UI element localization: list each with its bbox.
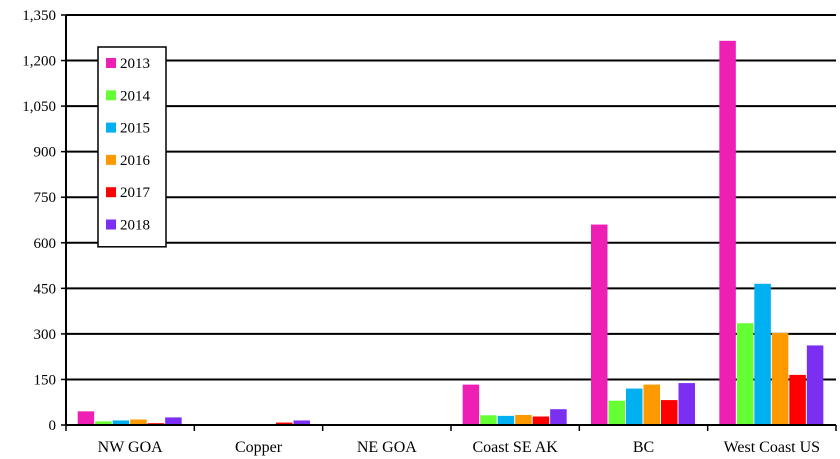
legend-swatch: [106, 90, 116, 101]
legend-label: 2014: [120, 88, 151, 104]
y-tick-label: 750: [34, 190, 57, 206]
bar: [130, 419, 147, 425]
bar: [276, 422, 293, 425]
bar: [112, 420, 130, 425]
x-category-label: BC: [633, 439, 654, 456]
bar: [550, 409, 567, 425]
legend-swatch: [106, 219, 116, 230]
x-category-label: NE GOA: [357, 439, 417, 456]
x-category-label: West Coast US: [724, 439, 821, 456]
legend-box: [97, 46, 167, 248]
y-tick-label: 1,200: [22, 54, 56, 70]
bar: [95, 421, 112, 425]
legend-label: 2016: [120, 153, 151, 169]
y-tick-label: 300: [34, 327, 57, 343]
legend-swatch: [106, 187, 116, 198]
x-category-label: Coast SE AK: [472, 439, 558, 456]
bar: [480, 415, 497, 425]
bar: [643, 384, 660, 425]
legend-label: 2017: [120, 185, 151, 201]
bars: [77, 40, 824, 425]
legend-label: 2015: [120, 121, 150, 137]
bar: [608, 400, 625, 425]
y-tick-label: 0: [49, 418, 57, 434]
x-category-label: Copper: [235, 439, 283, 456]
bar: [719, 40, 736, 425]
bar: [462, 384, 480, 425]
bar: [806, 345, 824, 425]
x-category-label: NW GOA: [98, 439, 163, 456]
y-tick-label: 900: [34, 145, 57, 161]
y-tick-label: 1,350: [22, 8, 56, 24]
legend-label: 2013: [120, 56, 150, 72]
bar: [789, 374, 806, 425]
y-tick-label: 450: [34, 281, 57, 297]
bar: [591, 224, 608, 425]
bar: [77, 411, 95, 425]
bar: [515, 414, 532, 425]
axes: [61, 14, 837, 431]
legend: 2013 2014 2015 2016 2017 2018: [97, 46, 167, 248]
legend-swatch: [106, 58, 116, 68]
bar: [661, 400, 678, 425]
legend-swatch: [106, 122, 116, 133]
y-tick-label: 600: [34, 236, 57, 252]
y-tick-labels: 0 150 300 450 600 750 900 1,050 1,200 1,350: [22, 8, 56, 434]
bar: [293, 420, 310, 425]
bar: [754, 283, 771, 425]
y-tick-label: 1,050: [22, 99, 56, 115]
y-tick-label: 150: [34, 372, 57, 388]
gridlines: [66, 14, 836, 381]
legend-swatch: [106, 154, 116, 165]
x-category-labels: NW GOA Copper NE GOA Coast SE AK BC West Coas…: [98, 439, 820, 456]
bar: [626, 388, 643, 425]
legend-label: 2018: [120, 218, 150, 234]
bar: [771, 332, 789, 425]
bar: [532, 416, 550, 425]
bar: [678, 383, 695, 425]
bar: [497, 415, 515, 425]
bar: [736, 323, 754, 425]
bar: [165, 417, 182, 425]
